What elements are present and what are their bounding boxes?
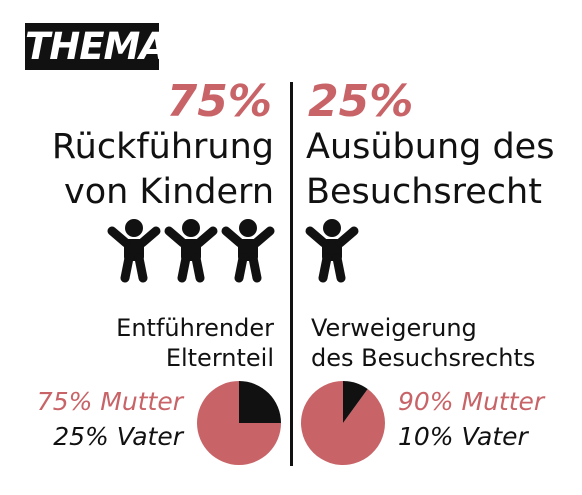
- badge-label: THEMA: [25, 25, 168, 68]
- child-icons-right: [305, 219, 359, 283]
- pie-chart-left: [197, 381, 281, 465]
- thema-badge: THEMA: [25, 23, 168, 70]
- left-sub-line1: Entführender: [116, 314, 274, 342]
- left-title-line1: Rückführung: [51, 127, 274, 167]
- child-icons-left: [107, 219, 275, 283]
- child-icon: [107, 219, 161, 283]
- child-icon: [221, 219, 275, 283]
- right-sub-line1: Verweigerung: [311, 314, 477, 342]
- pie-slice-vater: [343, 381, 368, 423]
- left-legend-mutter: 75% Mutter: [36, 387, 183, 416]
- child-icon: [305, 219, 359, 283]
- pie-chart-right: [301, 381, 385, 465]
- left-legend-vater: 25% Vater: [53, 422, 183, 451]
- right-percent: 25%: [308, 76, 414, 127]
- left-title-line2: von Kindern: [64, 172, 274, 212]
- left-percent: 75%: [166, 76, 272, 127]
- right-legend-vater: 10% Vater: [398, 422, 528, 451]
- center-divider: [290, 82, 293, 466]
- right-legend-mutter: 90% Mutter: [398, 387, 545, 416]
- right-title-line1: Ausübung des: [306, 127, 555, 167]
- left-sub-line2: Elternteil: [165, 344, 274, 372]
- pie-slice-vater: [239, 381, 281, 423]
- child-icon: [164, 219, 218, 283]
- right-sub-line2: des Besuchsrechts: [311, 344, 536, 372]
- right-title-line2: Besuchsrecht: [306, 172, 542, 212]
